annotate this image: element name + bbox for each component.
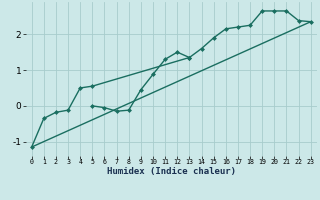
X-axis label: Humidex (Indice chaleur): Humidex (Indice chaleur) (107, 167, 236, 176)
